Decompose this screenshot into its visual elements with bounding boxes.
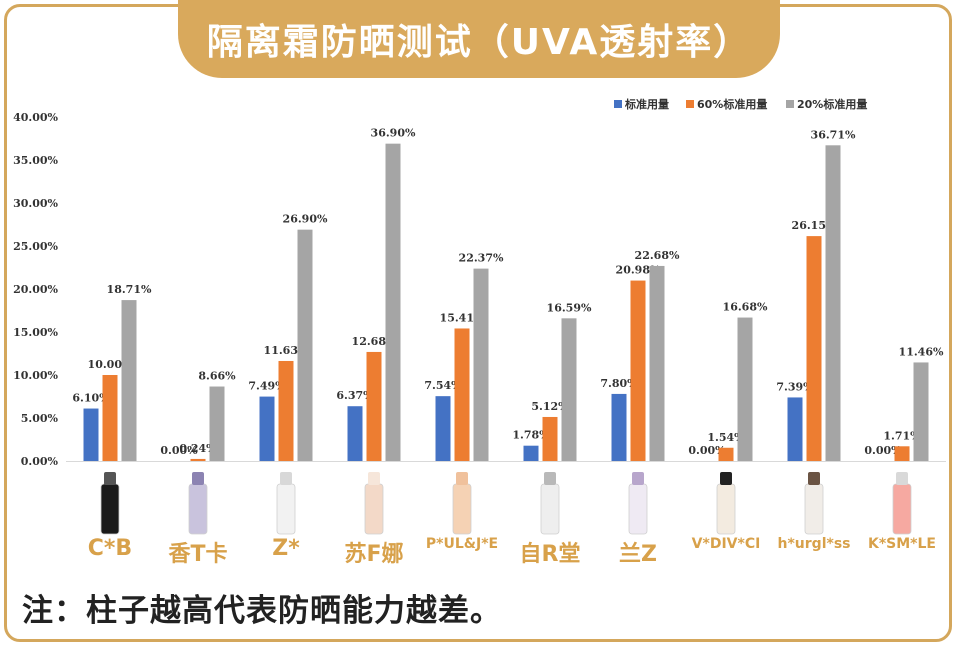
white-purple-pump-icon [618,466,658,536]
legend-label: 标准用量 [624,97,669,111]
y-tick-label: 30.00% [13,197,58,210]
data-label: 7.39% [776,380,814,393]
bar-twenty-pct [825,145,841,461]
bar-twenty-pct [561,318,577,461]
bar-sixty-pct [454,328,470,461]
page-title: 隔离霜防晒测试（UVA透射率） [206,22,752,63]
peach-bottle-icon [442,466,482,536]
y-tick-label: 20.00% [13,283,58,296]
data-label: 5.12% [531,400,569,413]
bar-standard [523,445,539,461]
bar-standard [347,406,363,461]
category-label: 苏F娜 [344,542,404,567]
data-label: 0.00% [864,444,902,457]
data-label: 7.49% [248,380,286,393]
data-label: 18.71% [107,283,152,296]
data-label: 0.00% [160,444,198,457]
legend-swatch [686,100,694,108]
white-tube-icon [266,466,306,536]
bar-sixty-pct [894,446,910,461]
data-label: 1.54% [707,431,745,444]
bar-twenty-pct [385,143,401,461]
category-label: 香T卡 [168,542,228,567]
pink-tube-icon [882,466,922,536]
legend-label: 20%标准用量 [797,97,867,111]
purple-tube-icon [178,466,218,536]
data-label: 22.37% [459,252,504,265]
data-label: 7.80% [600,377,638,390]
data-label: 1.78% [512,429,550,442]
y-tick-label: 0.00% [21,455,59,468]
bar-sixty-pct [102,375,118,461]
bar-twenty-pct [121,300,137,461]
y-tick-label: 35.00% [13,154,58,167]
bar-standard [435,396,451,461]
bar-standard [259,396,275,461]
data-label: 0.00% [688,444,726,457]
category-label: V*DIV*CI [691,536,761,552]
bar-sixty-pct [366,351,382,461]
bar-twenty-pct [473,268,489,461]
legend-swatch [786,100,794,108]
data-label: 36.90% [371,127,416,140]
bar-twenty-pct [209,386,225,461]
data-label: 7.54% [424,379,462,392]
data-label: 1.71% [883,429,921,442]
legend-swatch [614,100,622,108]
brown-cap-bottle-icon [794,466,834,536]
legend-label: 60%标准用量 [697,97,767,111]
category-label: C*B [87,536,133,561]
data-label: 6.10% [72,392,110,405]
bar-sixty-pct [630,280,646,461]
data-label: 11.46% [899,345,944,358]
data-label: 0.24% [179,442,217,455]
y-tick-label: 40.00% [13,111,58,124]
category-label: P*UL&J*E [425,536,499,552]
data-label: 8.66% [198,370,236,383]
title-banner: 隔离霜防晒测试（UVA透射率） [178,0,780,78]
bar-sixty-pct [190,458,206,461]
category-label: h*urgl*ss [777,536,851,552]
black-tube-bottle-icon [90,466,130,536]
bar-standard [787,397,803,461]
data-label: 26.90% [283,213,328,226]
data-label: 6.37% [336,389,374,402]
white-pump-bottle-icon [530,466,570,536]
y-tick-label: 5.00% [21,412,59,425]
category-label: 自R堂 [519,542,581,567]
pink-pump-bottle-icon [354,466,394,536]
data-label: 36.71% [811,128,856,141]
beige-bottle-icon [706,466,746,536]
category-label: K*SM*LE [868,536,936,552]
bar-standard [611,393,627,461]
bar-twenty-pct [737,317,753,461]
category-label: Z* [272,536,300,561]
category-label: 兰Z [619,542,657,567]
data-label: 22.68% [635,249,680,262]
bar-sixty-pct [542,416,558,461]
y-tick-label: 15.00% [13,326,58,339]
bar-sixty-pct [278,360,294,461]
bar-twenty-pct [649,265,665,461]
y-tick-label: 25.00% [13,240,58,253]
data-label: 16.68% [723,301,768,314]
y-tick-label: 10.00% [13,369,58,382]
footnote: 注：柱子越高代表防晒能力越差。 [22,593,502,629]
data-label: 16.59% [547,301,592,314]
bar-twenty-pct [913,362,929,461]
bar-sixty-pct [806,236,822,461]
bar-sixty-pct [718,447,734,461]
bar-standard [83,408,99,461]
bar-twenty-pct [297,229,313,461]
